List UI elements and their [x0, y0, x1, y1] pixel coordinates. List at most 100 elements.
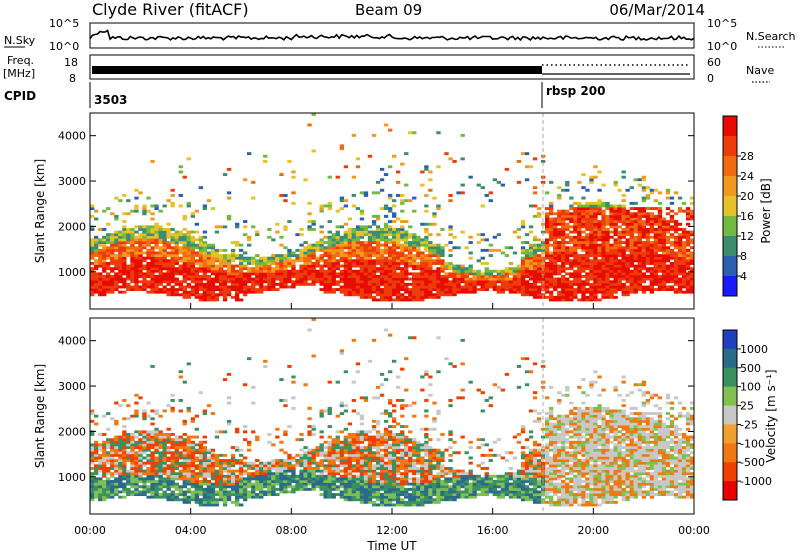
velocity-cell [316, 467, 320, 470]
power-cell [436, 267, 440, 270]
power-cell [521, 278, 525, 281]
power-cell [573, 212, 577, 215]
freq-unit-label: [MHz] [3, 67, 35, 80]
velocity-cell [146, 488, 150, 491]
power-cell [585, 252, 589, 255]
power-cell [682, 275, 686, 278]
power-cell [348, 267, 352, 270]
power-cell [223, 262, 227, 265]
velocity-cell [295, 438, 299, 441]
power-cell [142, 244, 146, 247]
power-cell [557, 293, 561, 296]
power-cell [384, 299, 388, 302]
power-cell [223, 278, 227, 281]
power-cell [279, 244, 283, 247]
power-cell [179, 241, 183, 244]
velocity-cell [223, 493, 227, 496]
power-cell [243, 293, 247, 296]
power-cell [609, 244, 613, 247]
power-cell [501, 278, 505, 281]
velocity-cell [118, 441, 122, 444]
power-cell [263, 286, 267, 289]
power-cell [146, 270, 150, 273]
power-cell [384, 286, 388, 289]
power-cell [380, 262, 384, 265]
power-cell [364, 249, 368, 252]
power-cell [525, 267, 529, 270]
power-cell [618, 238, 622, 241]
power-cell [94, 262, 98, 265]
velocity-cell [159, 454, 163, 457]
power-cell [650, 252, 654, 255]
power-cell [122, 194, 126, 197]
velocity-cell [291, 491, 295, 494]
power-cell [561, 244, 565, 247]
power-cell [626, 215, 630, 218]
velocity-cell [279, 477, 283, 480]
power-cell [320, 225, 324, 228]
velocity-cell [303, 485, 307, 488]
velocity-cell [142, 477, 146, 480]
power-cell [416, 293, 420, 296]
power-cell [368, 296, 372, 299]
velocity-cell [320, 475, 324, 478]
power-cell [477, 270, 481, 273]
power-cell [589, 223, 593, 226]
power-cell [388, 225, 392, 228]
power-cell [150, 288, 154, 291]
velocity-cell [98, 446, 102, 449]
power-cell [392, 236, 396, 239]
power-cell [581, 283, 585, 286]
velocity-cell [207, 491, 211, 494]
power-cell [114, 267, 118, 270]
power-cell [396, 286, 400, 289]
power-cell [368, 278, 372, 281]
power-cell [336, 272, 340, 275]
power-cell [686, 238, 690, 241]
power-cell [501, 272, 505, 275]
power-cell [585, 257, 589, 260]
power-cell [227, 278, 231, 281]
power-cell [126, 228, 130, 231]
power-cell [90, 215, 94, 218]
power-cell [630, 246, 634, 249]
velocity-cell [118, 475, 122, 478]
power-cell [368, 231, 372, 234]
power-cell [287, 249, 291, 252]
velocity-cell [187, 470, 191, 473]
velocity-cell [195, 443, 199, 446]
power-cell [686, 236, 690, 239]
power-cell [609, 291, 613, 294]
power-cell [195, 244, 199, 247]
velocity-cell [159, 441, 163, 444]
power-cell [336, 280, 340, 283]
power-cell [650, 291, 654, 294]
power-cell [211, 278, 215, 281]
velocity-cell [223, 488, 227, 491]
power-cell [171, 228, 175, 231]
power-cell [585, 246, 589, 249]
velocity-cell [154, 451, 158, 454]
power-cell [589, 291, 593, 294]
power-cell [199, 254, 203, 257]
power-cell [618, 288, 622, 291]
power-cell [581, 270, 585, 273]
velocity-cell [275, 480, 279, 483]
power-cell [597, 252, 601, 255]
power-cell [336, 275, 340, 278]
power-cell [577, 181, 581, 184]
power-cell [376, 275, 380, 278]
power-cell [146, 272, 150, 275]
velocity-cell [320, 443, 324, 446]
power-cell [420, 278, 424, 281]
power-cell [340, 225, 344, 228]
velocity-cell [142, 441, 146, 444]
velocity-cell [114, 485, 118, 488]
velocity-cell [154, 462, 158, 465]
power-cell [670, 210, 674, 213]
velocity-cell [154, 410, 158, 413]
power-cell [658, 225, 662, 228]
velocity-cell [195, 498, 199, 501]
power-cell [287, 259, 291, 262]
power-cell [521, 291, 525, 294]
